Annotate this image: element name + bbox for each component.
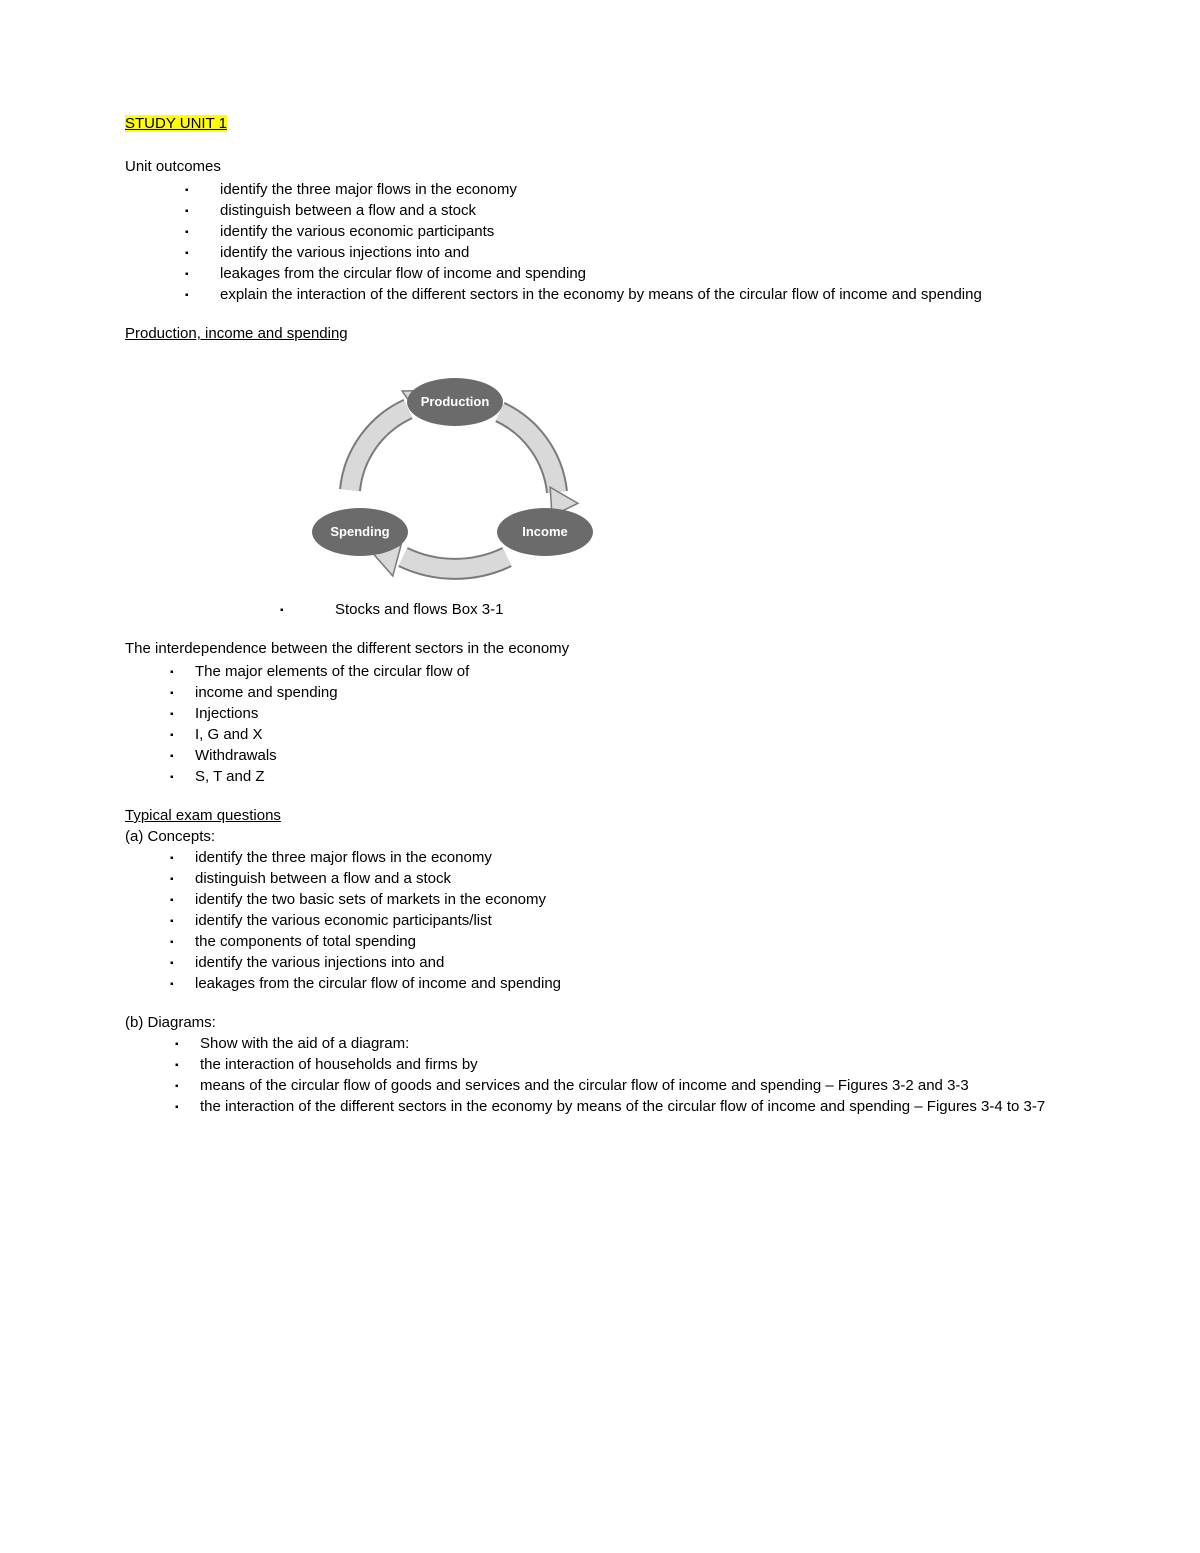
list-item: explain the interaction of the different…: [125, 284, 1075, 305]
list-item: identify the three major flows in the ec…: [125, 179, 1075, 200]
concepts-list: identify the three major flows in the ec…: [125, 847, 1075, 994]
list-item: the interaction of households and firms …: [125, 1054, 1075, 1075]
production-heading: Production, income and spending: [125, 325, 1075, 342]
diagram-svg: Production Income Spending: [295, 357, 605, 587]
list-item: income and spending: [125, 682, 1075, 703]
circular-flow-diagram: Production Income Spending: [125, 357, 1075, 591]
svg-text:Spending: Spending: [330, 524, 389, 539]
svg-text:Income: Income: [522, 524, 568, 539]
outcomes-heading: Unit outcomes: [125, 158, 1075, 175]
unit-title: STUDY UNIT 1: [125, 115, 1075, 154]
list-item: S, T and Z: [125, 766, 1075, 787]
list-item: I, G and X: [125, 724, 1075, 745]
list-item: identify the various economic participan…: [125, 910, 1075, 931]
list-item: identify the various economic participan…: [125, 221, 1075, 242]
diagram-caption: Stocks and flows Box 3-1: [125, 599, 1075, 620]
list-item: identify the three major flows in the ec…: [125, 847, 1075, 868]
list-item: distinguish between a flow and a stock: [125, 200, 1075, 221]
list-item: distinguish between a flow and a stock: [125, 868, 1075, 889]
interdependence-list: The major elements of the circular flow …: [125, 661, 1075, 787]
outcomes-list: identify the three major flows in the ec…: [125, 179, 1075, 305]
list-item: identify the two basic sets of markets i…: [125, 889, 1075, 910]
list-item: the interaction of the different sectors…: [125, 1096, 1075, 1117]
list-item: means of the circular flow of goods and …: [125, 1075, 1075, 1096]
interdependence-heading: The interdependence between the differen…: [125, 640, 1075, 657]
title-text: STUDY UNIT 1: [125, 115, 227, 132]
list-item: identify the various injections into and: [125, 242, 1075, 263]
list-item: The major elements of the circular flow …: [125, 661, 1075, 682]
diagrams-label: (b) Diagrams:: [125, 1014, 1075, 1031]
concepts-label: (a) Concepts:: [125, 828, 1075, 845]
diagrams-list: Show with the aid of a diagram: the inte…: [125, 1033, 1075, 1117]
document-page: STUDY UNIT 1 Unit outcomes identify the …: [0, 0, 1200, 1237]
list-item: the components of total spending: [125, 931, 1075, 952]
svg-text:Production: Production: [421, 394, 490, 409]
exam-questions-heading: Typical exam questions: [125, 807, 1075, 824]
list-item: Withdrawals: [125, 745, 1075, 766]
list-item: leakages from the circular flow of incom…: [125, 973, 1075, 994]
list-item: leakages from the circular flow of incom…: [125, 263, 1075, 284]
list-item: identify the various injections into and: [125, 952, 1075, 973]
diagram-caption-list: Stocks and flows Box 3-1: [125, 599, 1075, 620]
list-item: Show with the aid of a diagram:: [125, 1033, 1075, 1054]
list-item: Injections: [125, 703, 1075, 724]
